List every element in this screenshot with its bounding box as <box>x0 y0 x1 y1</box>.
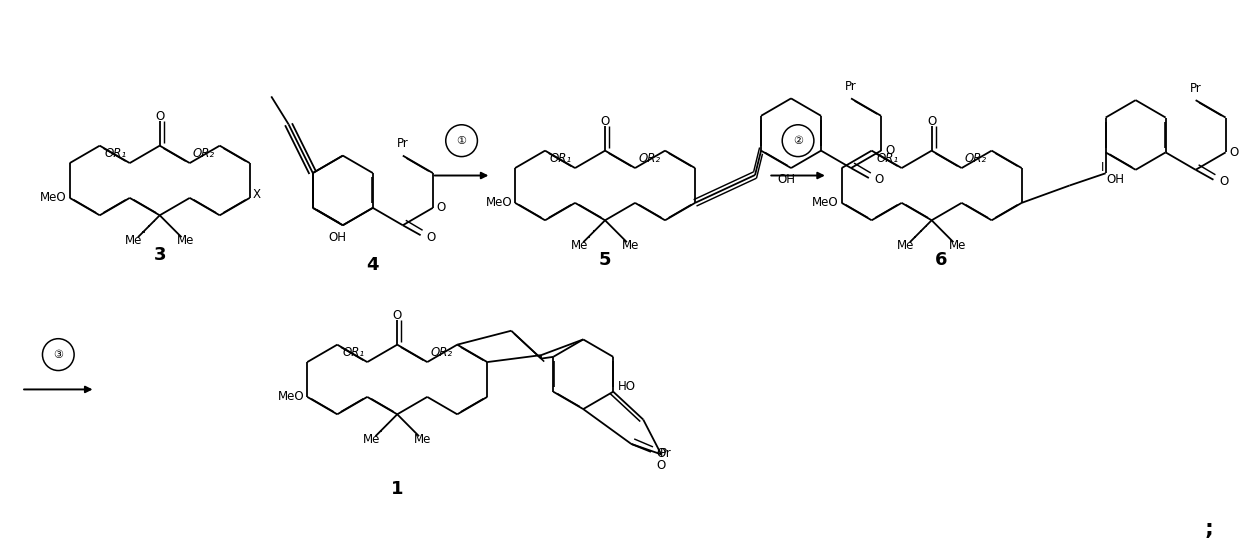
Text: 4: 4 <box>367 256 379 274</box>
Text: OH: OH <box>329 231 347 244</box>
Text: Me: Me <box>363 433 381 446</box>
Text: O: O <box>1219 175 1229 188</box>
Text: O: O <box>657 460 666 472</box>
Text: 1: 1 <box>391 480 403 498</box>
Text: 5: 5 <box>599 251 611 269</box>
Text: MeO: MeO <box>278 390 304 403</box>
Text: Me: Me <box>414 433 432 446</box>
Text: HO: HO <box>619 380 636 393</box>
Text: X: X <box>253 188 260 201</box>
Text: O: O <box>1230 146 1239 159</box>
Text: Pr: Pr <box>397 137 409 150</box>
Text: OR₁: OR₁ <box>551 152 572 165</box>
Text: OR₂: OR₂ <box>639 152 660 165</box>
Text: O: O <box>885 144 894 157</box>
Text: O: O <box>928 115 936 128</box>
Text: Me: Me <box>898 239 915 251</box>
Text: Me: Me <box>622 239 640 251</box>
Text: O: O <box>874 174 884 186</box>
Text: 3: 3 <box>154 246 166 264</box>
Text: O: O <box>393 309 402 322</box>
Text: Me: Me <box>125 234 143 246</box>
Text: ②: ② <box>794 135 804 146</box>
Text: O: O <box>155 110 165 123</box>
Text: O: O <box>656 447 665 460</box>
Text: MeO: MeO <box>486 196 512 209</box>
Text: ③: ③ <box>53 350 63 360</box>
Text: ;: ; <box>1204 519 1213 539</box>
Text: Me: Me <box>570 239 588 251</box>
Text: OR₂: OR₂ <box>965 152 987 165</box>
Text: MeO: MeO <box>812 196 838 209</box>
Text: OH: OH <box>777 174 795 186</box>
Text: OH: OH <box>1107 173 1125 186</box>
Text: ①: ① <box>456 135 466 146</box>
Text: O: O <box>600 115 610 128</box>
Text: Pr: Pr <box>846 80 857 93</box>
Text: OR₁: OR₁ <box>342 346 365 359</box>
Text: I: I <box>1101 161 1105 174</box>
Text: O: O <box>436 201 446 214</box>
Text: 6: 6 <box>935 251 947 269</box>
Text: O: O <box>427 231 435 244</box>
Text: Pr: Pr <box>660 447 672 460</box>
Text: OR₁: OR₁ <box>877 152 899 165</box>
Text: OR₁: OR₁ <box>104 147 126 160</box>
Text: Pr: Pr <box>1189 82 1202 95</box>
Text: Me: Me <box>177 234 195 246</box>
Text: MeO: MeO <box>40 191 67 204</box>
Text: OR₂: OR₂ <box>430 346 453 359</box>
Text: Me: Me <box>949 239 966 251</box>
Text: OR₂: OR₂ <box>192 147 215 160</box>
